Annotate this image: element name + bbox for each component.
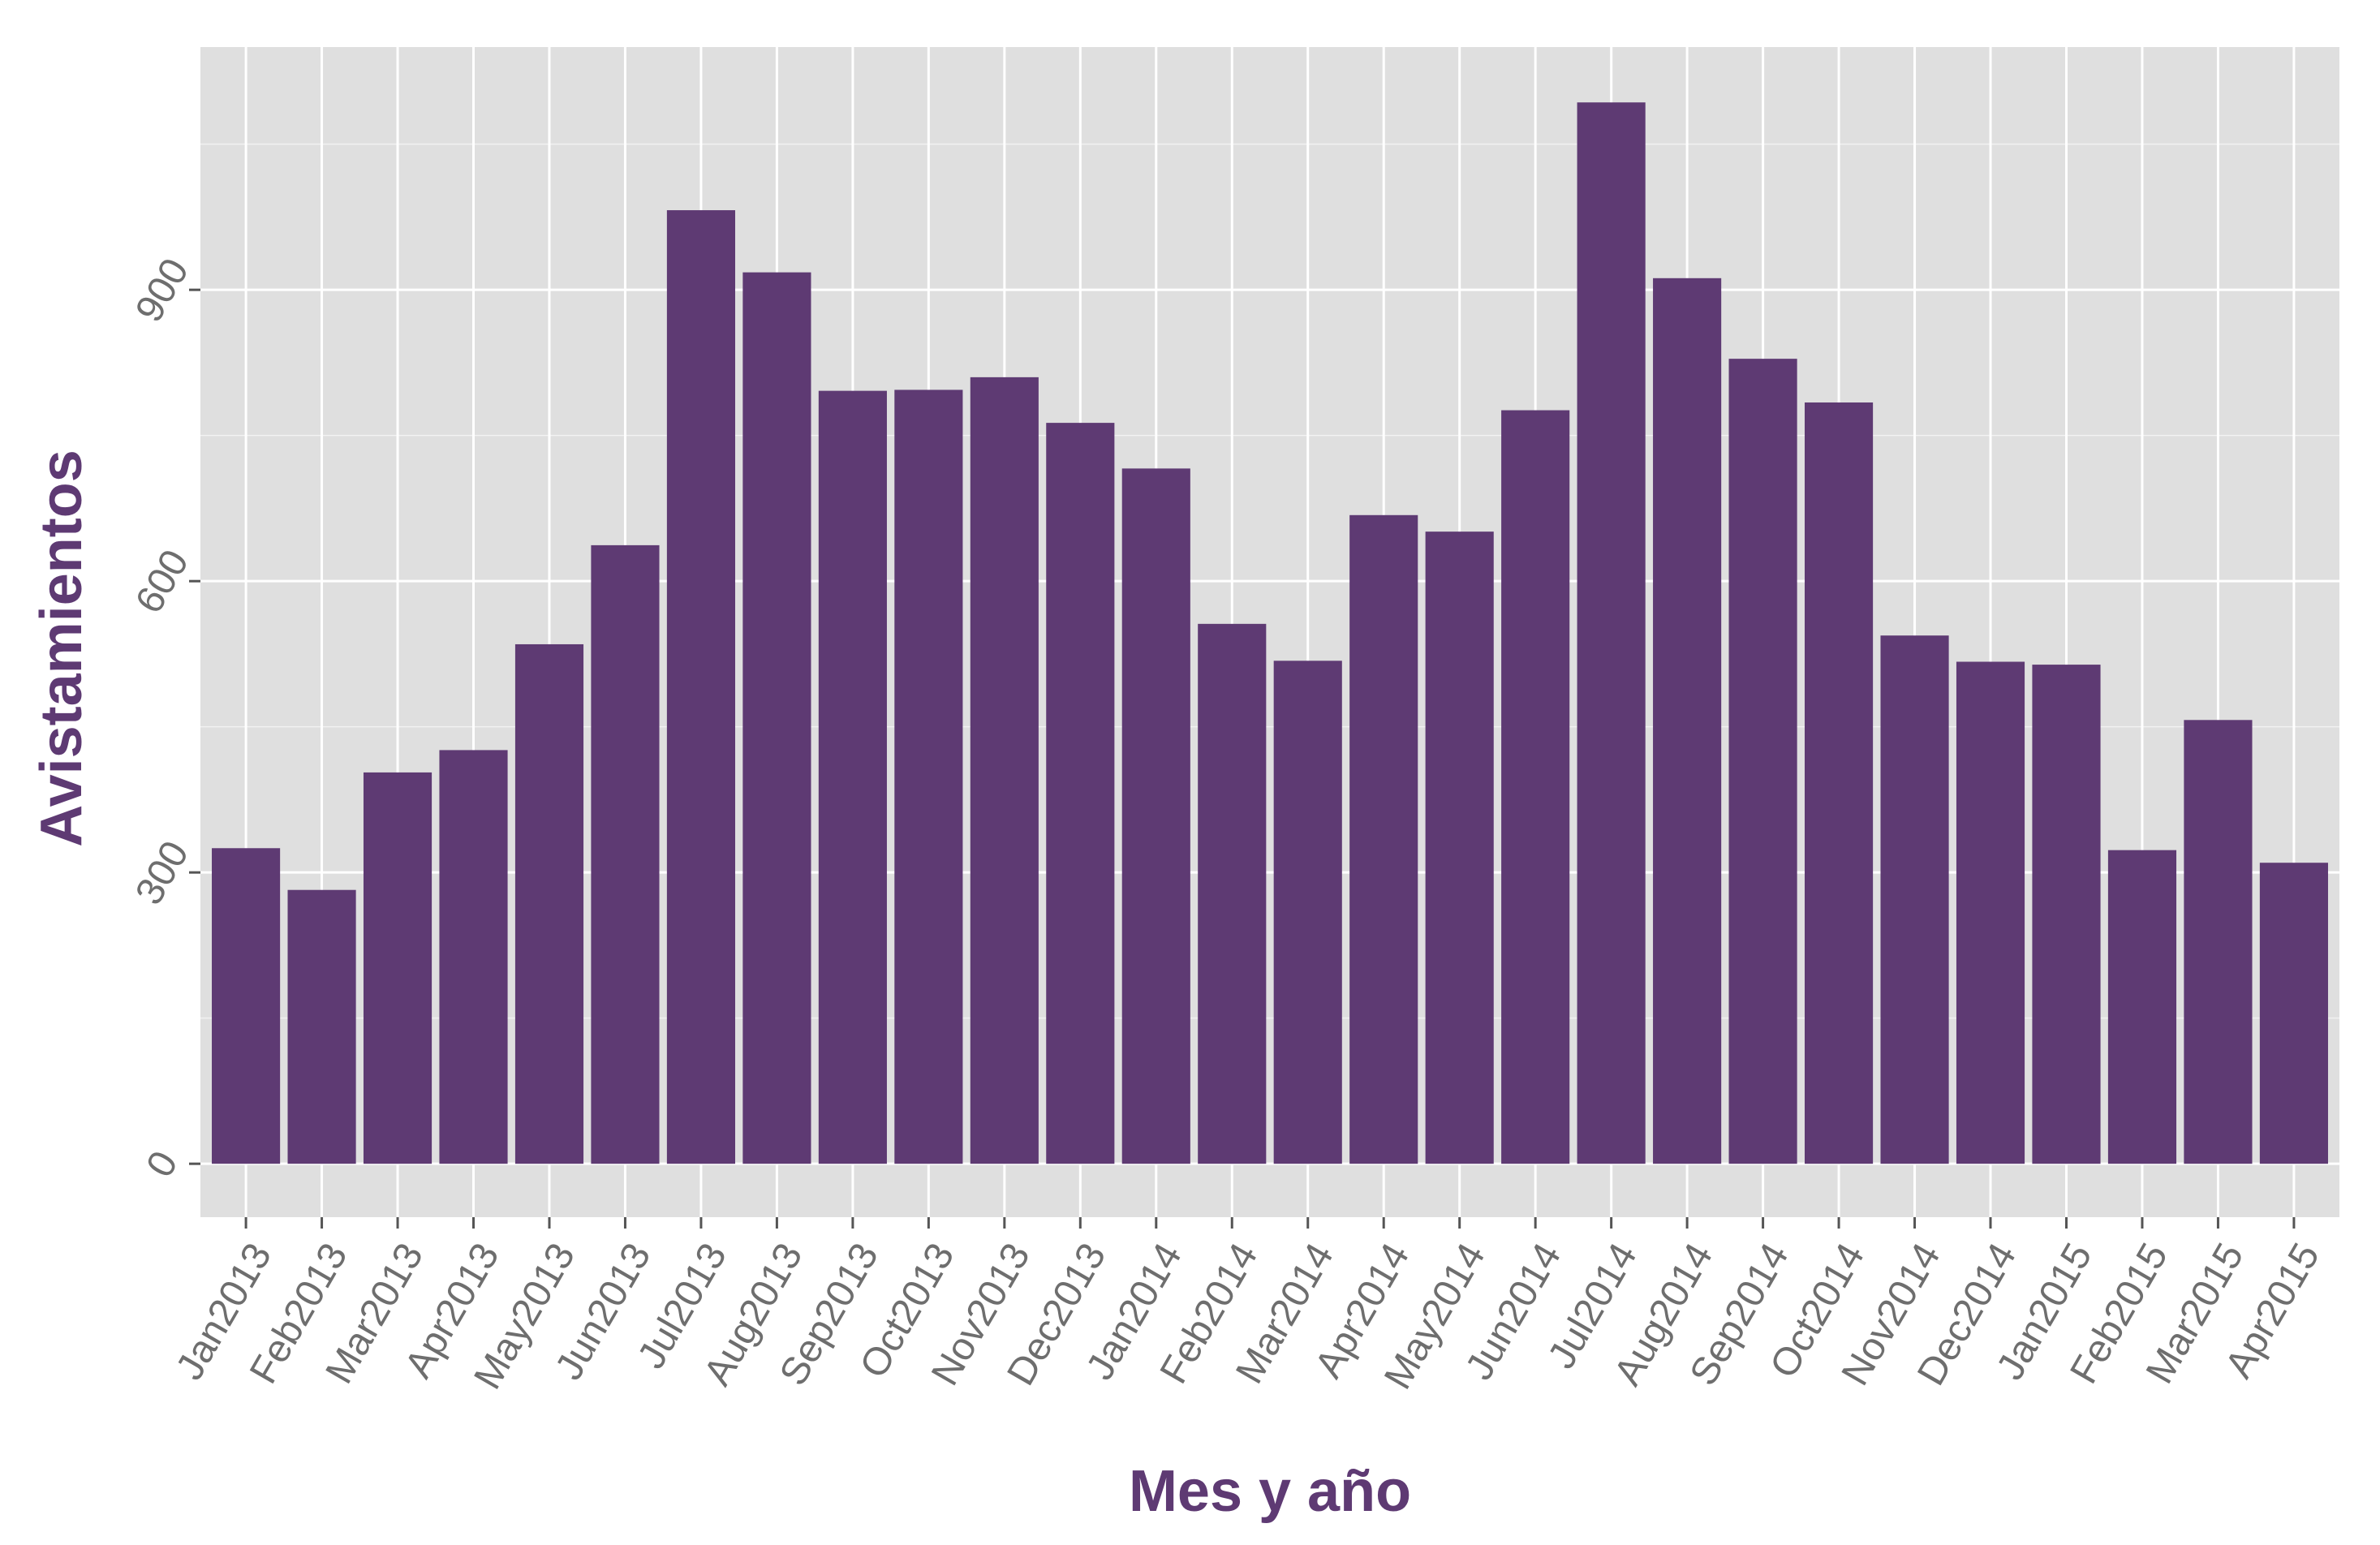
bar-aug2014 — [1653, 278, 1722, 1164]
bar-feb2013 — [287, 889, 356, 1164]
y-tick-label: 0 — [139, 1144, 187, 1185]
bar-jan2013 — [212, 848, 281, 1164]
bar-feb2014 — [1198, 623, 1267, 1164]
y-axis-title: Avistamientos — [29, 450, 94, 846]
x-axis-title: Mes y año — [1129, 1459, 1411, 1524]
bar-apr2015 — [2259, 863, 2328, 1164]
bar-jan2014 — [1121, 468, 1190, 1164]
y-tick-label: 600 — [127, 543, 197, 621]
bar-nov2013 — [970, 377, 1039, 1164]
bar-apr2014 — [1349, 514, 1418, 1164]
y-tick-label: 900 — [127, 252, 197, 329]
bar-sep2014 — [1728, 359, 1797, 1164]
bar-nov2014 — [1880, 635, 1949, 1164]
bar-jun2014 — [1501, 410, 1570, 1164]
x-tick-labels: Jan2013Feb2013Mar2013Apr2013May2013Jun20… — [168, 1236, 2328, 1397]
bars — [212, 102, 2328, 1164]
bar-aug2013 — [742, 272, 811, 1164]
bar-jul2014 — [1577, 102, 1646, 1164]
bar-jan2015 — [2032, 665, 2101, 1164]
bar-may2014 — [1425, 531, 1494, 1164]
bar-mar2013 — [363, 772, 433, 1164]
bar-oct2014 — [1805, 402, 1874, 1164]
bar-apr2013 — [439, 750, 508, 1164]
y-tick-labels: 0 300 600 900 — [127, 252, 197, 1185]
bar-sep2013 — [818, 390, 887, 1164]
bar-mar2014 — [1273, 661, 1342, 1164]
axis-ticks — [189, 288, 2296, 1229]
bar-jun2013 — [591, 544, 660, 1164]
bar-may2013 — [514, 643, 584, 1164]
bar-jul2013 — [666, 210, 735, 1164]
bar-dec2013 — [1046, 423, 1115, 1164]
bar-mar2015 — [2184, 720, 2253, 1164]
bar-oct2013 — [894, 389, 963, 1164]
bar-feb2015 — [2107, 850, 2177, 1164]
y-tick-label: 300 — [127, 834, 197, 912]
bar-dec2014 — [1956, 661, 2025, 1164]
